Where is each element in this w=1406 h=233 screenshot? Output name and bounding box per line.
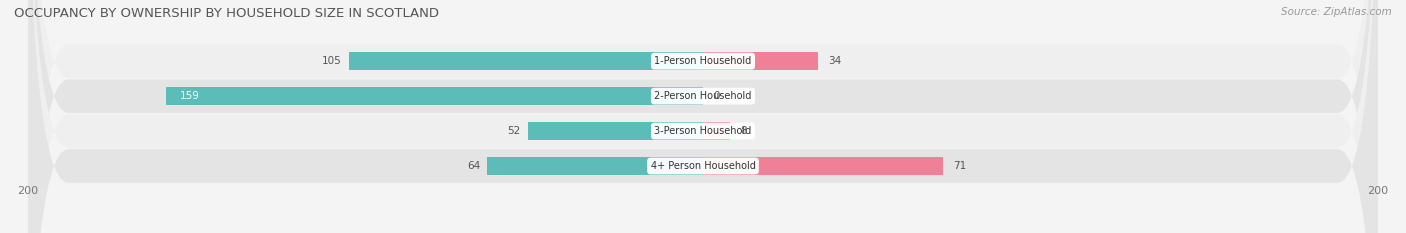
Bar: [486, 157, 703, 175]
Text: 159: 159: [180, 91, 200, 101]
Text: 2-Person Household: 2-Person Household: [654, 91, 752, 101]
Text: Source: ZipAtlas.com: Source: ZipAtlas.com: [1281, 7, 1392, 17]
Bar: [349, 52, 703, 70]
FancyBboxPatch shape: [28, 0, 1378, 233]
Text: 8: 8: [740, 126, 747, 136]
Bar: [703, 122, 730, 140]
FancyBboxPatch shape: [28, 0, 1378, 233]
Bar: [527, 122, 703, 140]
Text: 52: 52: [508, 126, 520, 136]
Bar: [703, 52, 818, 70]
Text: 34: 34: [828, 56, 841, 66]
Text: 1-Person Household: 1-Person Household: [654, 56, 752, 66]
FancyBboxPatch shape: [28, 0, 1378, 233]
Bar: [166, 87, 703, 105]
Text: 3-Person Household: 3-Person Household: [654, 126, 752, 136]
Text: 64: 64: [467, 161, 481, 171]
FancyBboxPatch shape: [28, 0, 1378, 233]
Text: OCCUPANCY BY OWNERSHIP BY HOUSEHOLD SIZE IN SCOTLAND: OCCUPANCY BY OWNERSHIP BY HOUSEHOLD SIZE…: [14, 7, 439, 20]
Text: 71: 71: [953, 161, 966, 171]
Text: 0: 0: [713, 91, 720, 101]
Text: 105: 105: [322, 56, 342, 66]
Text: 4+ Person Household: 4+ Person Household: [651, 161, 755, 171]
Bar: [703, 157, 942, 175]
